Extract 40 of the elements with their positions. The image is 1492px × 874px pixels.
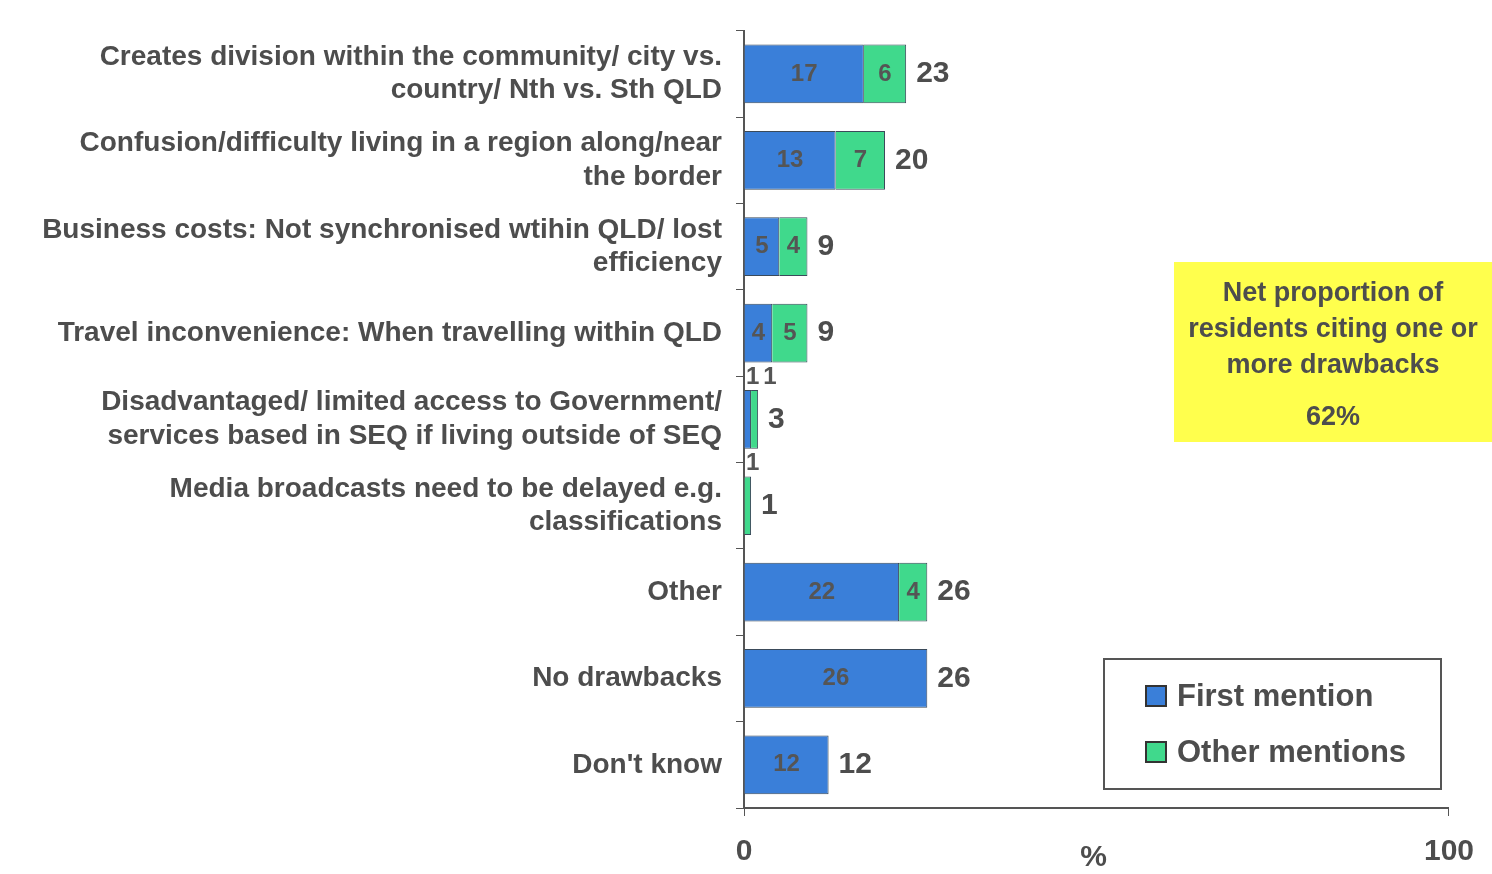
total-label: 9 xyxy=(817,314,835,348)
data-label: 13 xyxy=(776,144,804,172)
total-label: 20 xyxy=(894,141,929,175)
data-label: 1 xyxy=(761,487,778,521)
data-label: 6 xyxy=(878,58,892,86)
total-label: 1 xyxy=(745,448,760,476)
data-label: 4 xyxy=(751,317,766,345)
y-tick-label: Don't know xyxy=(572,747,723,779)
legend-label: First mention xyxy=(1177,678,1374,714)
annotation: 62% xyxy=(1304,400,1361,433)
total-label: 3 xyxy=(768,400,785,434)
y-tick-label: Business costs: Not synchronised wtihin QLD/ lost efficiency xyxy=(42,212,723,278)
total-label: 26 xyxy=(937,659,971,693)
y-tick-label: No drawbacks xyxy=(532,661,722,693)
data-label: 26 xyxy=(822,663,850,691)
x-tick-label: 100 xyxy=(1423,833,1474,867)
y-tick-label: Media broadcasts need to be delayed e.g. classifications xyxy=(169,471,722,537)
y-tick-label: Disadvantaged/ limited access to Government/ services based in SEQ if living outside of SEQ xyxy=(101,385,723,450)
y-tick-label: Travel inconvenience: When travelling within QLD xyxy=(57,315,722,347)
total-label: 23 xyxy=(916,55,950,89)
data-label: 5 xyxy=(783,317,797,345)
data-label: 17 xyxy=(790,58,818,86)
annotation: Net proportion of residents citing one or more drawbacks xyxy=(1187,276,1479,381)
y-tick-label: Confusion/difficulty living in a region along/near the border xyxy=(79,126,723,191)
x-axis-title: % xyxy=(1080,839,1107,873)
total-label: 9 xyxy=(817,227,835,261)
total-label: 12 xyxy=(838,746,872,780)
data-label: 1 xyxy=(763,361,777,389)
y-tick-label: Creates division within the community/ city vs. country/ Nth vs. Sth QLD xyxy=(99,39,722,105)
data-label: 5 xyxy=(755,231,769,259)
data-label: 12 xyxy=(773,749,800,777)
x-tick-label: 0 xyxy=(735,833,753,867)
data-label: 7 xyxy=(853,144,867,172)
legend-label: Other mentions xyxy=(1177,734,1407,770)
y-tick-label: Other xyxy=(647,574,723,606)
data-label: 22 xyxy=(808,576,836,604)
total-label: 26 xyxy=(937,573,971,607)
data-label: 1 xyxy=(745,361,760,389)
data-label: 4 xyxy=(786,231,801,259)
data-label: 4 xyxy=(906,576,921,604)
